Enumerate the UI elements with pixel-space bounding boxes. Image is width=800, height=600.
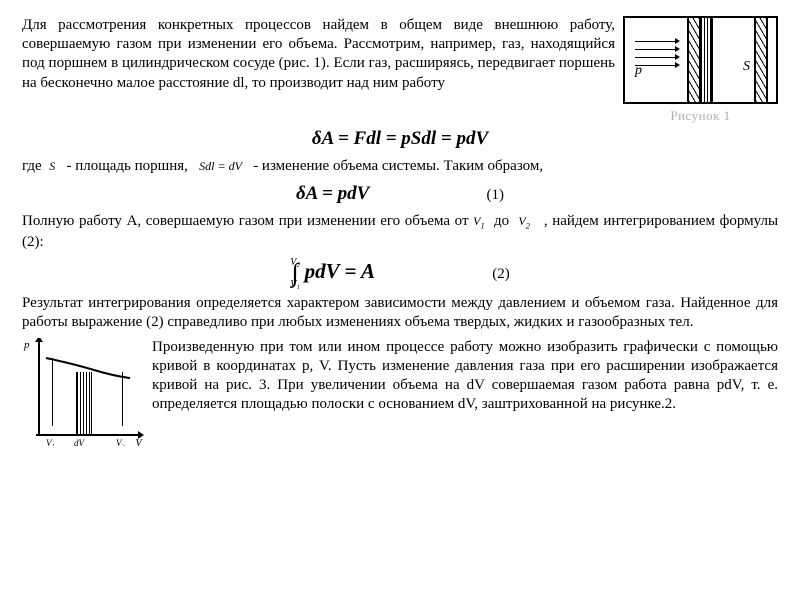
figure-1: p S Рисунок 1 <box>623 16 778 125</box>
equation-1: δA = pdV (1) <box>22 182 778 206</box>
figure-2-pv-diagram: p V V₁ dV V₂ <box>22 338 142 446</box>
y-axis-label: p <box>24 338 30 352</box>
integral-sign: V₂ ∫ V₁ <box>290 259 300 287</box>
tick-dv: dV <box>74 438 84 446</box>
intro-block: p S Рисунок 1 Для рассмотрения конкретны… <box>22 16 778 125</box>
paragraph-2: Полную работу A, совершаемую газом при и… <box>22 212 778 251</box>
area-label: S <box>743 58 750 76</box>
pv-curve <box>44 352 132 412</box>
wall-bar <box>754 18 768 102</box>
piston-diagram: p S <box>623 16 778 104</box>
figure-1-caption: Рисунок 1 <box>623 108 778 125</box>
paragraph-3: Результат интегрирования определяется ха… <box>22 294 778 332</box>
equation-2-integral: V₂ ∫ V₁ pdV = A (2) <box>22 258 778 288</box>
tick-v2: V₂ <box>116 438 125 446</box>
pressure-label: p <box>635 62 642 80</box>
tick-v1: V₁ <box>46 438 55 446</box>
bottom-block: p V V₁ dV V₂ Произведенную при том или и… <box>22 338 778 446</box>
piston-thin-bar <box>699 18 713 102</box>
where-line: где S - площадь поршня, Sdl = dV - измен… <box>22 157 778 176</box>
y-axis <box>38 340 40 436</box>
equation-work-derivation: δA = Fdl = pSdl = pdV <box>22 127 778 151</box>
x-axis <box>36 434 140 436</box>
